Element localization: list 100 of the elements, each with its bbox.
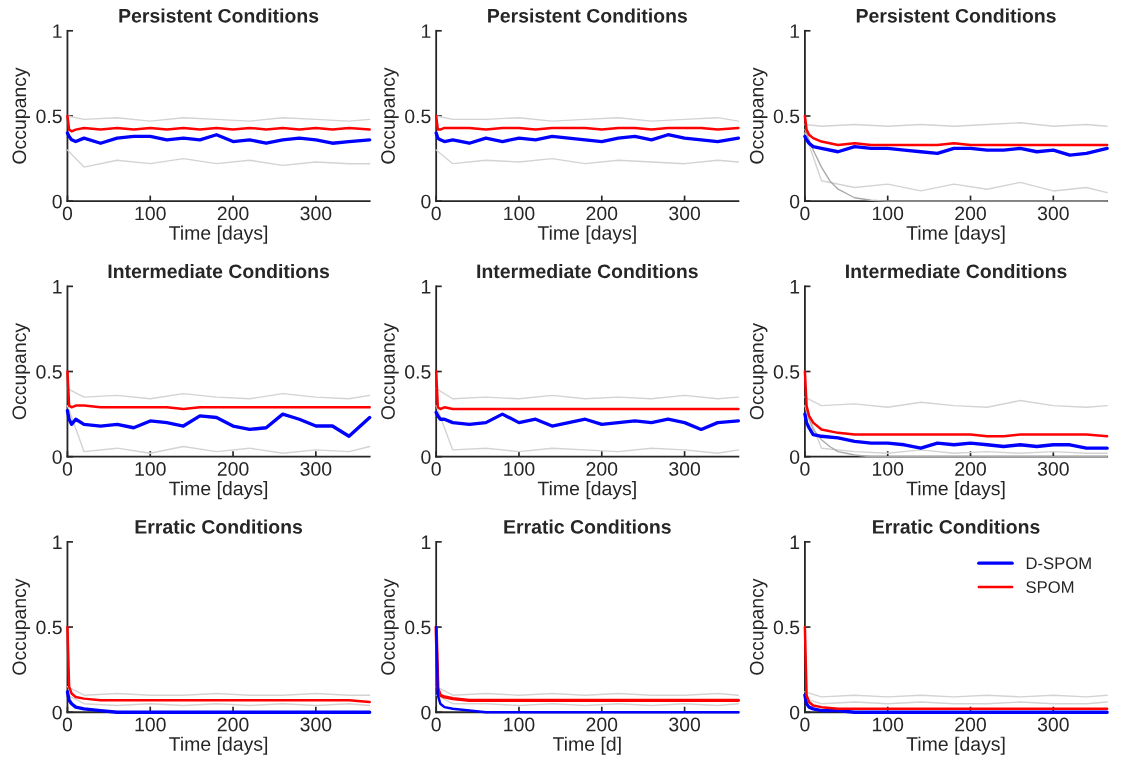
x-tick-label: 300	[669, 717, 701, 732]
chart-title: Erratic Conditions	[504, 519, 671, 534]
y-tick-label: 0.5	[36, 364, 62, 379]
x-tick-label: 100	[872, 462, 904, 476]
y-tick-label: 0.5	[773, 364, 800, 379]
y-tick-label: 0.5	[773, 109, 800, 124]
x-tick-label: 300	[300, 206, 332, 221]
y-tick-label: 1	[790, 280, 800, 294]
x-axis-title: Time [days]	[906, 481, 1005, 500]
y-tick-label: 1	[790, 535, 800, 549]
x-tick-label: 100	[872, 206, 904, 221]
chart-title: Intermediate Conditions	[846, 263, 1067, 279]
y-tick-label: 0.5	[405, 109, 431, 124]
x-tick-label: 0	[431, 206, 441, 221]
x-tick-label: 100	[135, 717, 166, 732]
y-tick-label: 1	[53, 24, 62, 38]
x-tick-label: 300	[1037, 717, 1069, 732]
y-tick-label: 1	[421, 280, 431, 294]
x-tick-label: 300	[1037, 462, 1069, 476]
y-axis-title: Occupancy	[749, 578, 768, 675]
y-axis-title: Occupancy	[381, 578, 399, 675]
y-tick-label: 0.5	[405, 364, 431, 379]
y-axis-title: Occupancy	[12, 67, 30, 164]
line-series	[65, 131, 372, 145]
y-tick-label: 0	[789, 450, 800, 464]
y-tick-label: 0.5	[773, 620, 800, 635]
x-tick-label: 0	[800, 717, 810, 732]
x-axis-title: Time [days]	[169, 225, 268, 244]
line-series	[803, 370, 1109, 438]
y-tick-label: 0	[421, 194, 431, 209]
line-series	[804, 132, 1108, 194]
line-series	[435, 149, 740, 165]
y-tick-label: 1	[421, 24, 431, 38]
y-tick-label: 0.5	[405, 620, 431, 635]
y-tick-label: 0	[421, 450, 431, 464]
x-tick-label: 0	[431, 462, 441, 476]
x-tick-label: 300	[300, 717, 332, 732]
x-axis-title: Time [days]	[537, 481, 636, 500]
y-tick-label: 0	[789, 705, 800, 720]
y-axis-title: Occupancy	[12, 322, 30, 420]
line-series	[65, 409, 372, 438]
x-axis-title: Time [days]	[906, 225, 1005, 244]
y-tick-label: 1	[790, 24, 800, 38]
x-tick-label: 200	[217, 717, 249, 732]
line-series	[435, 404, 740, 454]
line-series	[66, 370, 371, 411]
line-series	[434, 410, 741, 432]
x-tick-label: 100	[504, 462, 535, 476]
line-series	[66, 114, 371, 133]
x-tick-label: 200	[217, 462, 249, 476]
chart-title: Intermediate Conditions	[108, 263, 330, 279]
x-tick-label: 300	[669, 206, 701, 221]
line-series	[803, 134, 1109, 157]
line-series	[66, 625, 371, 704]
y-tick-label: 0.5	[36, 109, 62, 124]
x-tick-label: 0	[62, 462, 73, 476]
x-axis-title: Time [days]	[906, 736, 1005, 755]
legend-label: SPOM	[1026, 581, 1074, 593]
line-series	[66, 404, 371, 454]
y-tick-label: 0	[52, 194, 62, 209]
chart-title: Persistent Conditions	[119, 8, 319, 23]
y-tick-label: 0	[52, 705, 62, 720]
y-axis-title: Occupancy	[381, 67, 399, 164]
x-tick-label: 300	[1037, 206, 1069, 221]
x-axis-title: Time [days]	[537, 225, 636, 244]
line-series	[803, 412, 1109, 450]
y-tick-label: 0	[789, 194, 800, 209]
x-tick-label: 300	[669, 462, 701, 476]
chart-title: Persistent Conditions	[488, 8, 687, 23]
x-tick-label: 200	[955, 717, 986, 732]
x-axis-title: Time [days]	[169, 736, 268, 755]
line-series	[66, 149, 371, 168]
chart-title: Erratic Conditions	[135, 519, 303, 534]
line-series	[804, 396, 1108, 408]
x-tick-label: 200	[217, 206, 249, 221]
line-series	[434, 131, 741, 145]
x-tick-label: 100	[872, 717, 904, 732]
x-tick-label: 100	[504, 206, 535, 221]
y-tick-label: 0.5	[36, 620, 62, 635]
line-series	[803, 114, 1109, 147]
chart-title: Persistent Conditions	[856, 8, 1056, 23]
x-tick-label: 200	[586, 462, 618, 476]
x-tick-label: 100	[504, 717, 535, 732]
x-tick-label: 200	[955, 462, 986, 476]
y-tick-label: 0	[52, 450, 62, 464]
x-axis-title: Time [days]	[169, 481, 268, 500]
x-tick-label: 0	[431, 717, 441, 732]
x-tick-label: 200	[955, 206, 986, 221]
y-tick-label: 1	[53, 280, 62, 294]
x-tick-label: 0	[800, 206, 810, 221]
chart-title: Intermediate Conditions	[477, 263, 698, 279]
line-series	[435, 387, 740, 400]
chart-title: Erratic Conditions	[873, 519, 1040, 534]
legend-label: D-SPOM	[1026, 557, 1091, 570]
x-tick-label: 200	[586, 206, 618, 221]
x-axis-title: Time [d]	[552, 736, 621, 755]
y-axis-title: Occupancy	[749, 322, 768, 420]
x-tick-label: 300	[300, 462, 332, 476]
y-tick-label: 1	[53, 535, 62, 549]
x-tick-label: 0	[800, 462, 810, 476]
